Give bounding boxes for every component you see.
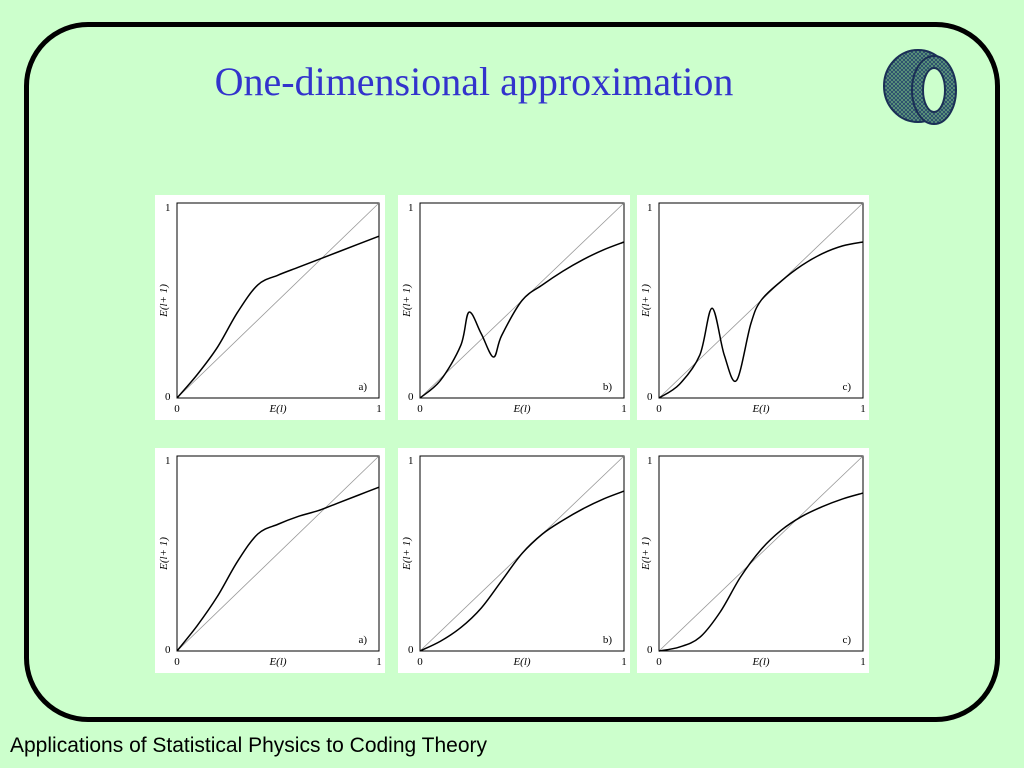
y-axis-label: E(l+ 1) xyxy=(158,537,170,571)
x-axis-label: E(l) xyxy=(512,656,530,668)
x-tick-label: 1 xyxy=(376,656,382,668)
slide-footer: Applications of Statistical Physics to C… xyxy=(10,734,488,757)
y-tick-label: 0 xyxy=(647,644,653,656)
x-axis-label: E(l) xyxy=(268,403,286,415)
y-axis-label: E(l+ 1) xyxy=(640,537,652,571)
x-tick-label: 0 xyxy=(417,403,423,415)
x-tick-label: 1 xyxy=(860,403,866,415)
y-tick-label: 1 xyxy=(408,202,414,214)
y-axis-label: E(l+ 1) xyxy=(640,284,652,318)
series-line xyxy=(658,241,864,399)
plot-frame xyxy=(419,202,625,399)
panel-label: b) xyxy=(603,634,613,646)
chart-panel-2c: 0 1 0 1 E(l) E(l+ 1) c) xyxy=(637,448,869,673)
x-tick-label: 1 xyxy=(860,656,866,668)
panel-label: a) xyxy=(358,381,367,393)
series-line xyxy=(658,492,864,652)
chart-panel-2b: 0 1 0 1 E(l) E(l+ 1) b) xyxy=(398,448,630,673)
series-line xyxy=(176,486,380,652)
y-tick-label: 1 xyxy=(165,455,171,467)
y-axis-label: E(l+ 1) xyxy=(401,284,413,318)
plot-frame xyxy=(419,455,625,652)
y-tick-label: 1 xyxy=(408,455,414,467)
y-tick-label: 1 xyxy=(647,455,653,467)
diagonal-line xyxy=(176,455,380,652)
plot-frame xyxy=(176,202,380,399)
y-tick-label: 0 xyxy=(165,391,171,403)
chart-panel-1b: 0 1 0 1 E(l) E(l+ 1) b) xyxy=(398,195,630,420)
slide-title: One-dimensional approximation xyxy=(214,59,734,104)
panel-label: c) xyxy=(842,634,851,646)
x-tick-label: 1 xyxy=(376,403,382,415)
panel-label: c) xyxy=(842,381,851,393)
panel-label: a) xyxy=(358,634,367,646)
x-tick-label: 0 xyxy=(174,403,180,415)
y-tick-label: 0 xyxy=(647,391,653,403)
x-tick-label: 0 xyxy=(656,656,662,668)
series-line xyxy=(176,235,380,399)
x-tick-label: 1 xyxy=(621,403,627,415)
y-axis-label: E(l+ 1) xyxy=(158,284,170,318)
y-tick-label: 0 xyxy=(165,644,171,656)
x-tick-label: 0 xyxy=(656,403,662,415)
series-line xyxy=(419,490,625,652)
panel-label: b) xyxy=(603,381,613,393)
x-axis-label: E(l) xyxy=(268,656,286,668)
x-tick-label: 1 xyxy=(621,656,627,668)
x-axis-label: E(l) xyxy=(751,403,769,415)
plot-frame xyxy=(658,202,864,399)
x-axis-label: E(l) xyxy=(751,656,769,668)
diagonal-line xyxy=(658,455,864,652)
y-tick-label: 0 xyxy=(408,644,414,656)
x-tick-label: 0 xyxy=(417,656,423,668)
chart-panel-1c: 0 1 0 1 E(l) E(l+ 1) c) xyxy=(637,195,869,420)
y-tick-label: 1 xyxy=(165,202,171,214)
torus-mesh-icon xyxy=(883,49,957,125)
chart-panel-2a: 0 1 0 1 E(l) E(l+ 1) a) xyxy=(155,448,385,673)
y-tick-label: 0 xyxy=(408,391,414,403)
series-line xyxy=(419,241,625,399)
y-tick-label: 1 xyxy=(647,202,653,214)
y-axis-label: E(l+ 1) xyxy=(401,537,413,571)
diagonal-line xyxy=(176,202,380,399)
plot-frame xyxy=(658,455,864,652)
plot-frame xyxy=(176,455,380,652)
x-tick-label: 0 xyxy=(174,656,180,668)
x-axis-label: E(l) xyxy=(512,403,530,415)
chart-panel-1a: 0 1 0 1 E(l) E(l+ 1) a) xyxy=(155,195,385,420)
slide-frame xyxy=(24,22,1000,722)
